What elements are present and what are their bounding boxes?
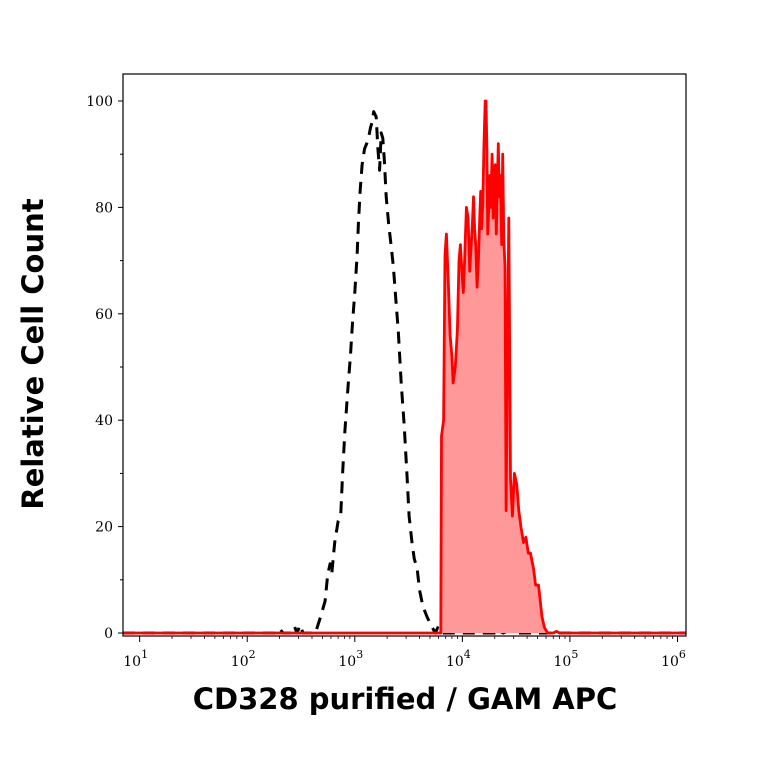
x-tick-exponent: 6 xyxy=(679,648,686,661)
y-tick-label: 20 xyxy=(95,520,113,536)
x-tick-label: 102 xyxy=(231,648,256,670)
y-tick-label: 60 xyxy=(95,307,113,323)
series-1-fill xyxy=(123,101,686,633)
series-layer xyxy=(123,99,686,635)
x-tick-exponent: 4 xyxy=(464,648,471,661)
x-tick-exponent: 3 xyxy=(356,648,363,661)
x-tick-label: 103 xyxy=(338,648,363,670)
y-tick-label: 40 xyxy=(95,413,113,429)
plot-frame xyxy=(122,73,687,637)
x-tick-label: 105 xyxy=(554,648,579,670)
x-tick-exponent: 5 xyxy=(571,648,578,661)
series-0-line xyxy=(123,110,686,635)
y-tick-label: 100 xyxy=(86,94,113,110)
x-tick-label: 106 xyxy=(661,648,686,670)
x-axis: 101 102 103 104 105 106 xyxy=(123,636,686,670)
x-tick-label: 104 xyxy=(446,648,471,670)
x-axis-title: CD328 purified / GAM APC xyxy=(193,682,618,716)
y-tick-label: 80 xyxy=(95,200,113,216)
x-tick-label: 101 xyxy=(123,648,148,670)
series-1-line xyxy=(123,99,686,635)
y-axis-title: Relative Cell Count xyxy=(16,198,50,509)
x-tick-exponent: 2 xyxy=(249,648,256,661)
x-tick-exponent: 1 xyxy=(141,648,148,661)
y-axis: 0 20 40 60 80 100 xyxy=(86,94,123,642)
y-tick-label: 0 xyxy=(104,626,113,642)
